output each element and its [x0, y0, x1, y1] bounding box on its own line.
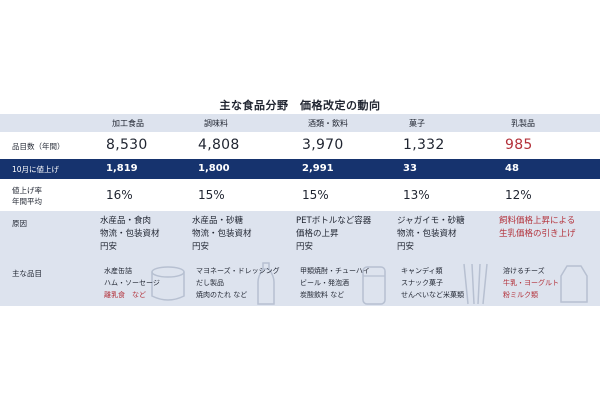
cause-cell: PETボトルなど容器 価格の上昇 円安	[296, 215, 397, 254]
item-count-row: 品目数（年間） 8,530 4,808 3,970 1,332 985	[0, 132, 600, 159]
category-processed-food: 加工食品	[112, 119, 144, 128]
rate-cell: 12%	[505, 188, 532, 202]
item-line: 炭酸飲料 など	[300, 291, 345, 299]
cause-cell: ジャガイモ・砂糖 物流・包装資材 円安	[397, 215, 499, 254]
cause-line: 価格の上昇	[296, 229, 339, 239]
item-line: 溶けるチーズ	[503, 267, 545, 275]
item-line: 離乳食 など	[104, 291, 146, 299]
count-cell: 985	[505, 137, 533, 153]
items-cell: マヨネーズ・ドレッシング だし製品 焼肉のたれ など	[192, 265, 296, 301]
cause-line: ジャガイモ・砂糖	[397, 216, 465, 226]
cause-line: PETボトルなど容器	[296, 216, 372, 226]
item-count-label: 品目数（年間）	[12, 142, 65, 151]
items-label: 主な品目	[12, 269, 42, 278]
october-cell: 2,991	[302, 163, 334, 174]
cause-line: 円安	[100, 242, 118, 252]
drink-can-icon	[362, 266, 386, 305]
item-line: マヨネーズ・ドレッシング	[196, 267, 280, 275]
snack-bag-icon	[463, 263, 488, 305]
items-cell: 甲類焼酎・チューハイ ビール・発泡酒 炭酸飲料 など	[296, 265, 397, 301]
cause-line: 水産品・食肉	[100, 216, 152, 226]
category-alcohol-beverages: 酒類・飲料	[308, 119, 348, 128]
cause-line: 水産品・砂糖	[192, 216, 244, 226]
can-icon	[151, 266, 185, 301]
cause-line: 物流・包装資材	[100, 229, 160, 239]
category-confectionery: 菓子	[409, 119, 425, 128]
page-title: 主な食品分野 価格改定の動向	[219, 99, 381, 112]
cause-line: 物流・包装資材	[397, 229, 457, 239]
cause-cell: 水産品・食肉 物流・包装資材 円安	[100, 215, 192, 254]
item-line: キャンディ類	[401, 267, 443, 275]
october-cell: 1,819	[106, 163, 138, 174]
rate-cell: 16%	[106, 188, 133, 202]
october-cell: 1,800	[198, 163, 230, 174]
item-line: ビール・発泡酒	[300, 279, 349, 287]
cause-label: 原因	[12, 219, 27, 228]
item-line: 甲類焼酎・チューハイ	[300, 267, 370, 275]
rate-cell: 15%	[302, 188, 329, 202]
count-cell: 1,332	[403, 137, 445, 153]
cause-row: 原因 水産品・食肉 物流・包装資材 円安 水産品・砂糖 物流・包装資材 円安 P…	[0, 211, 600, 262]
item-line: 粉ミルク類	[503, 291, 538, 299]
count-cell: 8,530	[106, 137, 148, 153]
count-cell: 3,970	[302, 137, 344, 153]
october-cell: 48	[505, 163, 519, 174]
category-seasonings: 調味料	[204, 119, 228, 128]
cause-line: 飼料価格上昇による	[499, 216, 576, 226]
item-line: スナック菓子	[401, 279, 443, 287]
october-cell: 33	[403, 163, 417, 174]
item-line: せんべいなど米菓類	[401, 291, 464, 299]
main-items-row: 主な品目 水産缶詰 ハム・ソーセージ 離乳食 など マヨネーズ・ドレッシング だ…	[0, 262, 600, 306]
item-line: 牛乳・ヨーグルト	[503, 279, 559, 287]
item-line: 水産缶詰	[104, 267, 132, 275]
rate-label-line-1: 値上げ率	[12, 186, 42, 195]
cause-cell: 飼料価格上昇による 生乳価格の引き上げ	[499, 215, 600, 241]
rate-cell: 13%	[403, 188, 430, 202]
increase-rate-row: 値上げ率 年間平均 16% 15% 15% 13% 12%	[0, 179, 600, 211]
item-line: 焼肉のたれ など	[196, 291, 248, 299]
items-cell: キャンディ類 スナック菓子 せんべいなど米菓類	[397, 265, 499, 301]
category-dairy: 乳製品	[511, 119, 535, 128]
milk-carton-icon	[560, 265, 588, 303]
cause-cell: 水産品・砂糖 物流・包装資材 円安	[192, 215, 296, 254]
october-label: 10月に値上げ	[12, 165, 60, 174]
items-cell: 溶けるチーズ 牛乳・ヨーグルト 粉ミルク類	[499, 265, 600, 301]
category-header-row: 加工食品 調味料 酒類・飲料 菓子 乳製品	[0, 114, 600, 132]
cause-line: 生乳価格の引き上げ	[499, 229, 576, 239]
cause-line: 円安	[296, 242, 314, 252]
item-line: ハム・ソーセージ	[104, 279, 160, 287]
price-revision-table: 加工食品 調味料 酒類・飲料 菓子 乳製品 品目数（年間） 8,530 4,80…	[0, 114, 600, 306]
rate-label-line-2: 年間平均	[12, 197, 42, 206]
cause-line: 円安	[192, 242, 210, 252]
rate-cell: 15%	[198, 188, 225, 202]
cause-line: 物流・包装資材	[192, 229, 252, 239]
cause-line: 円安	[397, 242, 415, 252]
count-cell: 4,808	[198, 137, 240, 153]
bottle-icon	[257, 262, 275, 305]
october-increase-row: 10月に値上げ 1,819 1,800 2,991 33 48	[0, 159, 600, 179]
rate-label: 値上げ率 年間平均	[0, 185, 100, 207]
item-line: だし製品	[196, 279, 224, 287]
items-cell: 水産缶詰 ハム・ソーセージ 離乳食 など	[100, 265, 192, 301]
